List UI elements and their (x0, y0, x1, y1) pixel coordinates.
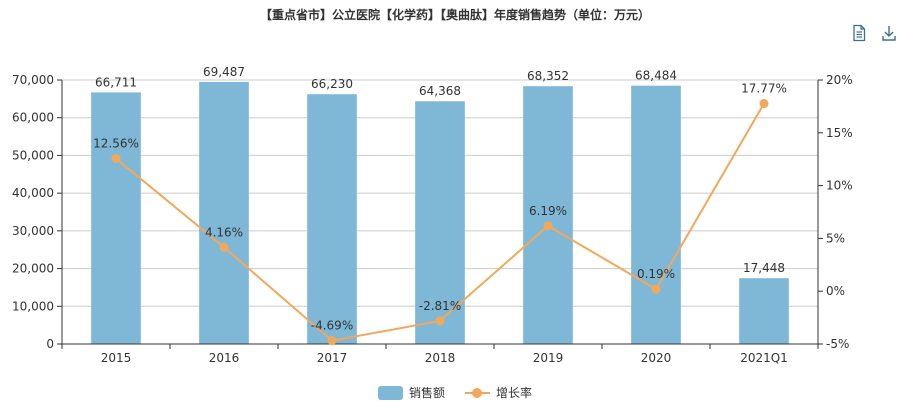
data-view-icon[interactable] (850, 24, 868, 42)
y-right-tick-label: 0% (826, 284, 845, 298)
bar (91, 92, 141, 344)
bar (523, 86, 573, 344)
growth-value-label: -2.81% (419, 299, 461, 313)
growth-value-label: 12.56% (93, 137, 139, 151)
legend-swatch-line (465, 386, 490, 400)
growth-point (651, 284, 661, 294)
bar-series (91, 81, 789, 345)
y-left-tick-label: 20,000 (12, 262, 54, 276)
bar (415, 101, 465, 344)
growth-point (327, 336, 337, 346)
y-right-tick-label: 5% (826, 231, 845, 245)
y-left-tick-label: 40,000 (12, 186, 54, 200)
x-tick-label: 2015 (101, 351, 132, 365)
growth-point (435, 316, 445, 326)
bar-value-label: 68,352 (527, 69, 569, 83)
bar (631, 85, 681, 345)
y-left-tick-label: 50,000 (12, 148, 54, 162)
y-left-tick-label: 30,000 (12, 224, 54, 238)
legend-item-growth[interactable]: 增长率 (465, 384, 532, 401)
y-left-tick-label: 70,000 (12, 73, 54, 87)
bar-value-label: 66,230 (311, 77, 353, 91)
growth-point (759, 99, 769, 109)
x-tick-label: 2018 (425, 351, 456, 365)
bar-value-label: 17,448 (743, 261, 785, 275)
bar-value-label: 68,484 (635, 69, 677, 83)
x-tick-label: 2020 (641, 351, 672, 365)
chart-title: 【重点省市】公立医院【化学药】【奥曲肽】年度销售趋势（单位：万元） (259, 8, 650, 22)
y-right-tick-label: -5% (826, 337, 849, 351)
y-right-tick-label: 15% (826, 126, 853, 140)
x-tick-label: 2016 (209, 351, 240, 365)
bar (199, 81, 249, 344)
legend: 销售额 增长率 (0, 384, 910, 401)
bar (307, 94, 357, 344)
bar-value-label: 69,487 (203, 65, 245, 79)
x-tick-label: 2017 (317, 351, 348, 365)
growth-value-label: 0.19% (637, 267, 675, 281)
x-tick-label: 2021Q1 (740, 351, 788, 365)
growth-value-label: 4.16% (205, 225, 243, 239)
bar-value-label: 64,368 (419, 84, 461, 98)
growth-value-label: 17.77% (741, 82, 787, 96)
growth-point (111, 154, 121, 164)
y-right-tick-label: 10% (826, 179, 853, 193)
chart-toolbar (850, 24, 898, 42)
bar-value-label: 66,711 (95, 75, 137, 89)
y-left-tick-label: 10,000 (12, 299, 54, 313)
axes: 0 10,000 20,000 30,000 40,000 50,000 60,000 70,… (12, 73, 853, 365)
x-tick-label: 2019 (533, 351, 564, 365)
legend-swatch-bar (377, 385, 403, 400)
growth-point (219, 242, 229, 252)
y-left-tick-label: 60,000 (12, 111, 54, 125)
chart-canvas: 0 10,000 20,000 30,000 40,000 50,000 60,000 70,… (12, 65, 853, 365)
legend-label-growth: 增长率 (496, 386, 533, 400)
line-series (111, 99, 769, 346)
download-icon[interactable] (880, 24, 898, 42)
legend-item-sales[interactable]: 销售额 (377, 384, 445, 401)
legend-label-sales: 销售额 (408, 386, 445, 400)
data-labels: 66,711 69,487 66,230 64,368 68,352 68,484 17,4… (93, 65, 787, 333)
y-left-tick-label: 0 (46, 337, 54, 351)
bar (739, 278, 789, 344)
growth-point (543, 221, 553, 231)
growth-value-label: -4.69% (311, 319, 353, 333)
y-right-tick-label: 20% (826, 73, 853, 87)
growth-value-label: 6.19% (529, 204, 567, 218)
